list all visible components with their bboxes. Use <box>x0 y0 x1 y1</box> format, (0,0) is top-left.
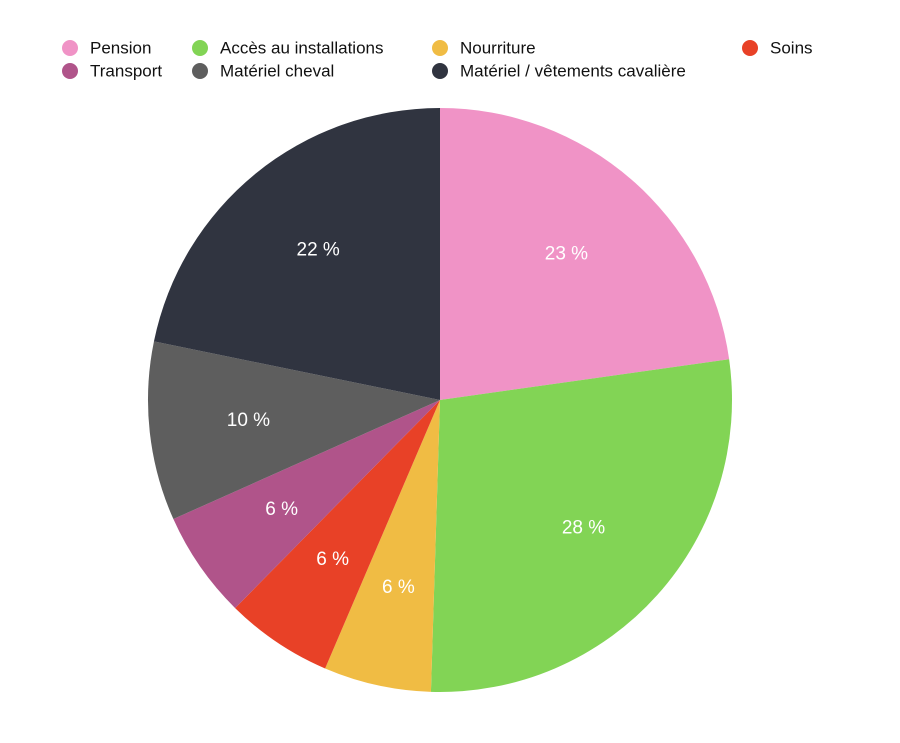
legend-marker <box>62 63 78 79</box>
slice-label: 6 % <box>265 499 298 520</box>
legend-label: Accès au installations <box>220 38 383 57</box>
slice-label: 6 % <box>382 577 415 598</box>
pie-slice <box>235 400 440 669</box>
slice-label: 6 % <box>316 549 349 570</box>
pie-slice <box>440 108 730 400</box>
legend-label: Soins <box>770 38 813 57</box>
slice-label: 23 % <box>545 244 588 265</box>
legend-label: Matériel cheval <box>220 61 334 80</box>
legend-label: Pension <box>90 38 151 57</box>
pie-slice <box>148 341 440 520</box>
legend-marker <box>432 40 448 56</box>
pie-slice <box>153 108 440 400</box>
pie-slice <box>430 359 733 692</box>
legend-marker <box>192 63 208 79</box>
legend-marker <box>62 40 78 56</box>
pie-slice <box>173 400 440 609</box>
pie-slice <box>325 400 440 692</box>
legend-label: Matériel / vêtements cavalière <box>460 61 686 80</box>
legend-marker <box>432 63 448 79</box>
slice-label: 28 % <box>562 518 605 539</box>
legend-marker <box>192 40 208 56</box>
slice-label: 22 % <box>297 240 340 261</box>
legend-marker <box>742 40 758 56</box>
legend-label: Transport <box>90 61 162 80</box>
slice-label: 10 % <box>227 410 270 431</box>
legend-label: Nourriture <box>460 38 536 57</box>
